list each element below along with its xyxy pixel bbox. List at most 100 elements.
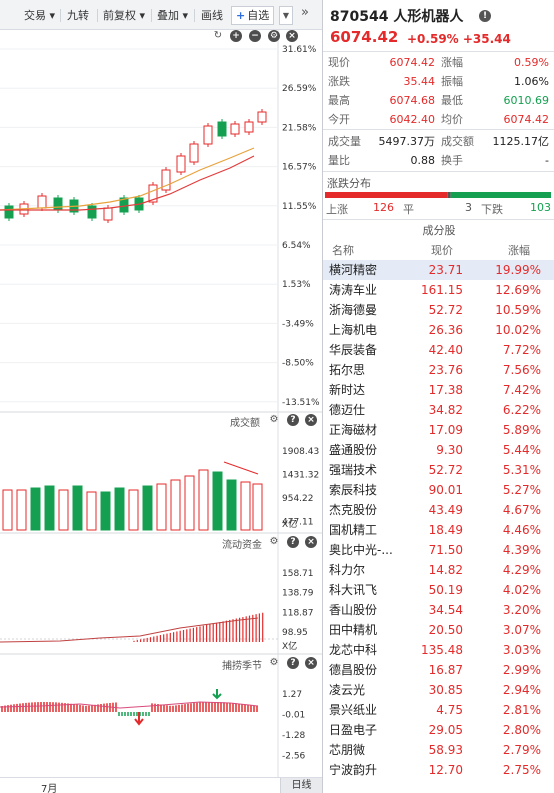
volume-bar bbox=[252, 483, 263, 531]
stat-item: 涨幅 0.59% bbox=[441, 54, 549, 72]
period-daily-button[interactable]: 日线 bbox=[280, 778, 322, 793]
constituent-row[interactable]: 新时达 17.38 7.42% bbox=[323, 380, 554, 400]
stock-change: 6.22% bbox=[502, 403, 541, 417]
trade-button[interactable]: 交易 ▾ bbox=[24, 9, 56, 22]
close-icon[interactable]: × bbox=[286, 30, 298, 42]
constituent-row[interactable]: 德迈仕 34.82 6.22% bbox=[323, 400, 554, 420]
constituent-row[interactable]: 龙芯中科 135.48 3.03% bbox=[323, 640, 554, 660]
jiuzhuan-button[interactable]: 九转 bbox=[67, 9, 89, 22]
stock-price: 90.01 bbox=[428, 483, 463, 497]
stock-name: 奥比中光-... bbox=[329, 543, 393, 557]
stock-change: 2.81% bbox=[502, 703, 541, 717]
ma-line bbox=[0, 147, 255, 211]
stat-value: 0.88 bbox=[410, 154, 436, 167]
col-name[interactable]: 名称 bbox=[332, 244, 354, 257]
index-title: 870544 人形机器人 bbox=[330, 9, 464, 25]
constituent-row[interactable]: 拓尔思 23.76 7.56% bbox=[323, 360, 554, 380]
zoom-out-icon[interactable]: − bbox=[249, 30, 261, 42]
constituent-row[interactable]: 德昌股份 16.87 2.99% bbox=[323, 660, 554, 680]
stat-value: 6042.40 bbox=[389, 113, 436, 126]
volume-pane-title: 成交额 bbox=[230, 418, 260, 429]
stock-change: 2.99% bbox=[502, 663, 541, 677]
down-bar bbox=[450, 192, 551, 198]
stock-change: 2.80% bbox=[502, 723, 541, 737]
constituent-row[interactable]: 华辰装备 42.40 7.72% bbox=[323, 340, 554, 360]
overlay-button[interactable]: 叠加 ▾ bbox=[157, 9, 189, 22]
zoom-in-icon[interactable]: + bbox=[230, 30, 242, 42]
stock-change: 7.42% bbox=[502, 383, 541, 397]
stock-name: 华辰装备 bbox=[329, 343, 378, 357]
chart-area[interactable]: 31.61% 26.59% 21.58% 16.57% 11.55% 6.54% 1.53%… bbox=[0, 30, 322, 793]
stat-label: 成交量 bbox=[328, 135, 361, 148]
candle bbox=[244, 121, 254, 133]
stock-change: 3.20% bbox=[502, 603, 541, 617]
price-axis-label: -13.51% bbox=[282, 398, 320, 408]
stock-change: 7.56% bbox=[502, 363, 541, 377]
constituent-row[interactable]: 日盈电子 29.05 2.80% bbox=[323, 720, 554, 740]
constituent-row[interactable]: 盛通股份 9.30 5.44% bbox=[323, 440, 554, 460]
stock-change: 4.29% bbox=[502, 563, 541, 577]
constituent-row[interactable]: 杰克股份 43.49 4.67% bbox=[323, 500, 554, 520]
gear-icon[interactable]: ⚙ bbox=[269, 657, 279, 668]
stock-price: 50.19 bbox=[428, 583, 463, 597]
constituent-row[interactable]: 浙海德曼 52.72 10.59% bbox=[323, 300, 554, 320]
constituent-row[interactable]: 宁波韵升 12.70 2.75% bbox=[323, 760, 554, 780]
settings-icon[interactable]: ⚙ bbox=[268, 30, 280, 42]
stat-item: 今开 6042.40 bbox=[328, 111, 435, 129]
add-watchlist-button[interactable]: + 自选 bbox=[231, 6, 275, 25]
draw-line-button[interactable]: 画线 bbox=[201, 9, 223, 22]
col-change[interactable]: 涨幅 bbox=[508, 244, 530, 257]
constituent-row[interactable]: 芯朋微 58.93 2.79% bbox=[323, 740, 554, 760]
gear-icon[interactable]: ⚙ bbox=[269, 536, 279, 547]
constituent-row[interactable]: 索辰科技 90.01 5.27% bbox=[323, 480, 554, 500]
stat-label: 振幅 bbox=[441, 75, 463, 88]
constituent-row[interactable]: 科大讯飞 50.19 4.02% bbox=[323, 580, 554, 600]
up-label: 上涨 bbox=[326, 203, 348, 216]
stock-name: 国机精工 bbox=[329, 523, 378, 537]
stock-price: 23.76 bbox=[428, 363, 463, 377]
constituent-row[interactable]: 国机精工 18.49 4.46% bbox=[323, 520, 554, 540]
stock-name: 拓尔思 bbox=[329, 363, 366, 377]
refresh-icon[interactable]: ↻ bbox=[213, 30, 223, 41]
chart-canvas[interactable]: 31.61% 26.59% 21.58% 16.57% 11.55% 6.54% 1.53%… bbox=[0, 30, 322, 777]
constituent-row[interactable]: 科力尔 14.82 4.29% bbox=[323, 560, 554, 580]
constituents-title: 成分股 bbox=[422, 224, 456, 237]
stock-change: 10.59% bbox=[495, 303, 541, 317]
col-price[interactable]: 现价 bbox=[431, 244, 453, 257]
constituent-row[interactable]: 凌云光 30.85 2.94% bbox=[323, 680, 554, 700]
volume-bar bbox=[142, 485, 153, 531]
constituent-row[interactable]: 正海磁材 17.09 5.89% bbox=[323, 420, 554, 440]
close-icon[interactable]: × bbox=[305, 536, 317, 548]
toolbar-divider bbox=[60, 9, 61, 22]
constituent-row[interactable]: 强瑞技术 52.72 5.31% bbox=[323, 460, 554, 480]
stat-label: 最高 bbox=[328, 94, 350, 107]
close-icon[interactable]: × bbox=[305, 414, 317, 426]
help-icon[interactable]: ? bbox=[287, 414, 299, 426]
stock-name: 盛通股份 bbox=[329, 443, 378, 457]
constituent-row[interactable]: 横河精密 23.71 19.99% bbox=[323, 260, 554, 280]
constituent-row[interactable]: 涛涛车业 161.15 12.69% bbox=[323, 280, 554, 300]
stat-item: 成交额 1125.17亿 bbox=[441, 133, 549, 151]
adjust-button[interactable]: 前复权 ▾ bbox=[103, 9, 146, 22]
help-icon[interactable]: ? bbox=[287, 536, 299, 548]
up-count: 126 bbox=[373, 201, 394, 214]
stock-price: 18.49 bbox=[428, 523, 463, 537]
stock-name: 上海机电 bbox=[329, 323, 378, 337]
more-icon[interactable]: » bbox=[301, 5, 309, 20]
stock-change: 4.02% bbox=[502, 583, 541, 597]
down-label: 下跌 bbox=[481, 203, 503, 216]
flat-label: 平 bbox=[403, 203, 414, 216]
watchlist-dropdown-icon[interactable]: ▼ bbox=[279, 6, 293, 25]
constituent-row[interactable]: 香山股份 34.54 3.20% bbox=[323, 600, 554, 620]
constituent-row[interactable]: 田中精机 20.50 3.07% bbox=[323, 620, 554, 640]
info-icon[interactable]: ! bbox=[479, 10, 491, 22]
close-icon[interactable]: × bbox=[305, 657, 317, 669]
constituent-row[interactable]: 景兴纸业 4.75 2.81% bbox=[323, 700, 554, 720]
stat-label: 今开 bbox=[328, 113, 350, 126]
constituent-row[interactable]: 上海机电 26.36 10.02% bbox=[323, 320, 554, 340]
constituent-row[interactable]: 奥比中光-... 71.50 4.39% bbox=[323, 540, 554, 560]
help-icon[interactable]: ? bbox=[287, 657, 299, 669]
gear-icon[interactable]: ⚙ bbox=[269, 414, 279, 425]
stock-price: 17.09 bbox=[428, 423, 463, 437]
stock-price: 34.82 bbox=[428, 403, 463, 417]
